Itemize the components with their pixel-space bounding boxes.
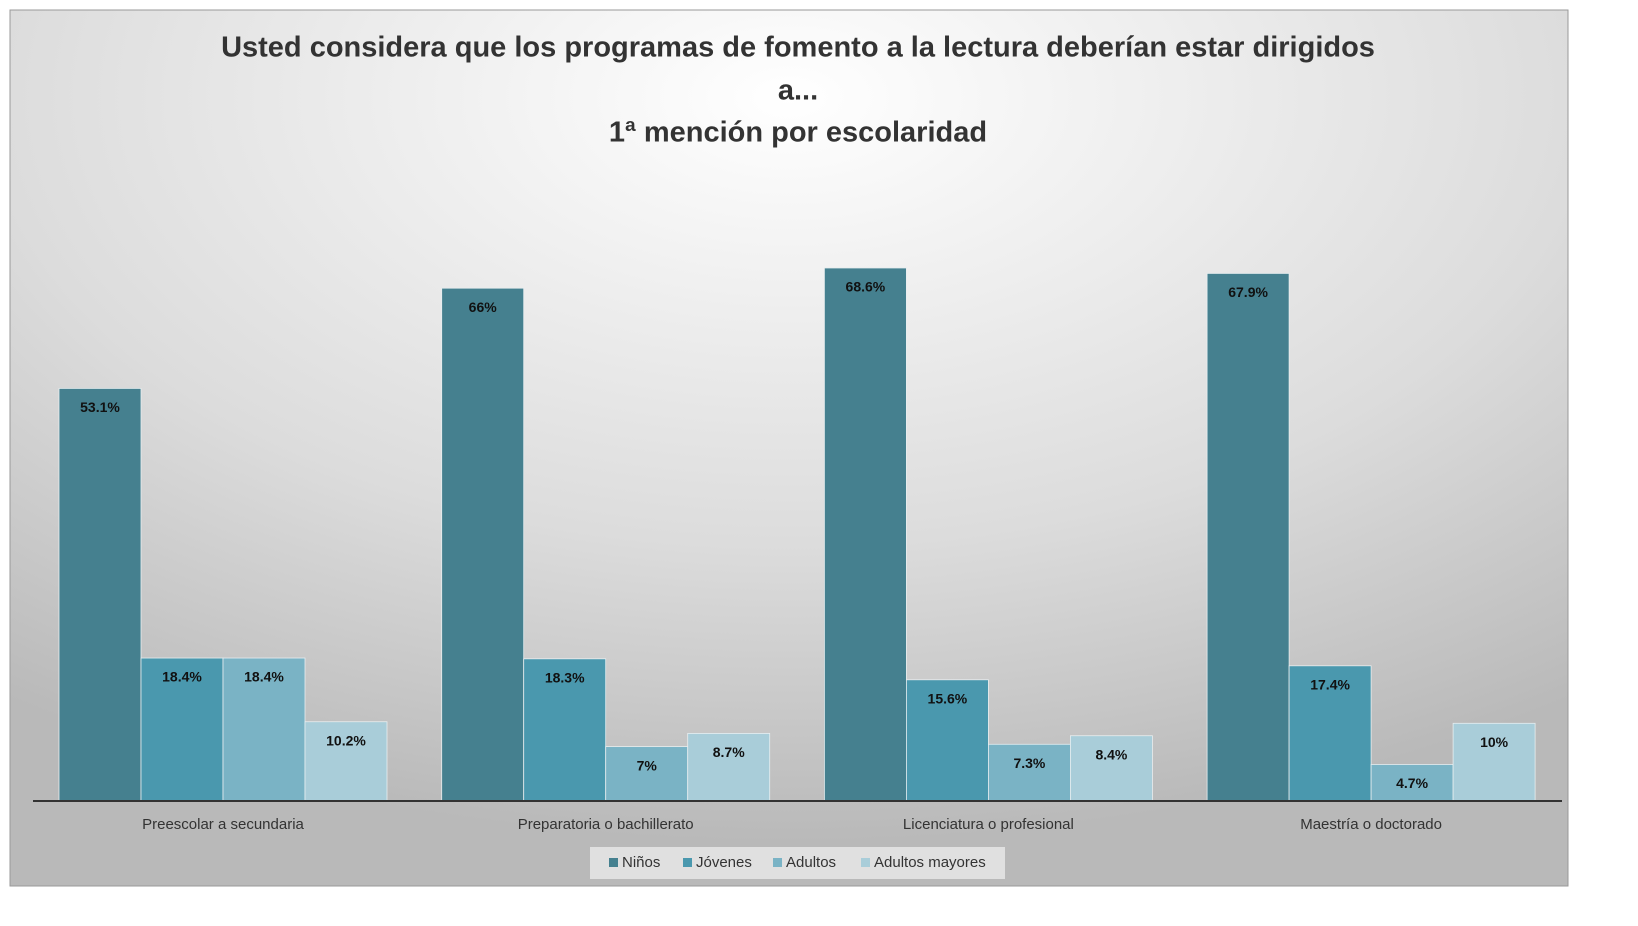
legend-swatch [609, 858, 618, 867]
bar [1452, 722, 1536, 802]
bar [605, 746, 689, 802]
bar [687, 733, 771, 802]
x-tick-label: Preparatoria o bachillerato [518, 816, 694, 833]
legend-label: Adultos [786, 854, 836, 871]
bar [1206, 273, 1290, 802]
legend-label: Jóvenes [696, 854, 752, 871]
data-label: 66% [469, 299, 498, 315]
data-label: 18.4% [244, 669, 284, 685]
data-label: 8.7% [713, 744, 745, 760]
data-label: 4.7% [1396, 775, 1428, 791]
chart-title: 1ª mención por escolaridad [609, 117, 987, 149]
data-label: 68.6% [846, 279, 886, 295]
data-label: 67.9% [1228, 284, 1268, 300]
data-label: 10% [1480, 734, 1509, 750]
legend-label: Niños [622, 854, 660, 871]
legend-label: Adultos mayores [874, 854, 986, 871]
chart-title: Usted considera que los programas de fom… [221, 32, 1375, 64]
data-label: 53.1% [80, 399, 120, 415]
data-label: 7.3% [1013, 755, 1045, 771]
data-label: 17.4% [1310, 677, 1350, 693]
data-label: 7% [637, 757, 658, 773]
legend-swatch [683, 858, 692, 867]
chart-title: a... [778, 75, 818, 107]
legend-box [590, 847, 1005, 879]
bar [824, 267, 907, 802]
bar [140, 657, 224, 802]
bar [58, 388, 142, 802]
bar [1070, 735, 1153, 802]
data-label: 10.2% [326, 732, 366, 748]
bar [523, 658, 607, 802]
bar [304, 721, 388, 802]
data-label: 15.6% [928, 690, 968, 706]
x-tick-label: Preescolar a secundaria [142, 816, 304, 833]
bar [222, 657, 306, 802]
data-label: 8.4% [1095, 746, 1127, 762]
legend-swatch [861, 858, 870, 867]
x-tick-label: Licenciatura o profesional [903, 816, 1074, 833]
bar [441, 287, 525, 802]
bar [988, 743, 1071, 802]
data-label: 18.4% [162, 669, 202, 685]
data-label: 18.3% [545, 670, 585, 686]
x-tick-label: Maestría o doctorado [1300, 816, 1442, 833]
bar [1370, 764, 1454, 802]
legend-swatch [773, 858, 782, 867]
